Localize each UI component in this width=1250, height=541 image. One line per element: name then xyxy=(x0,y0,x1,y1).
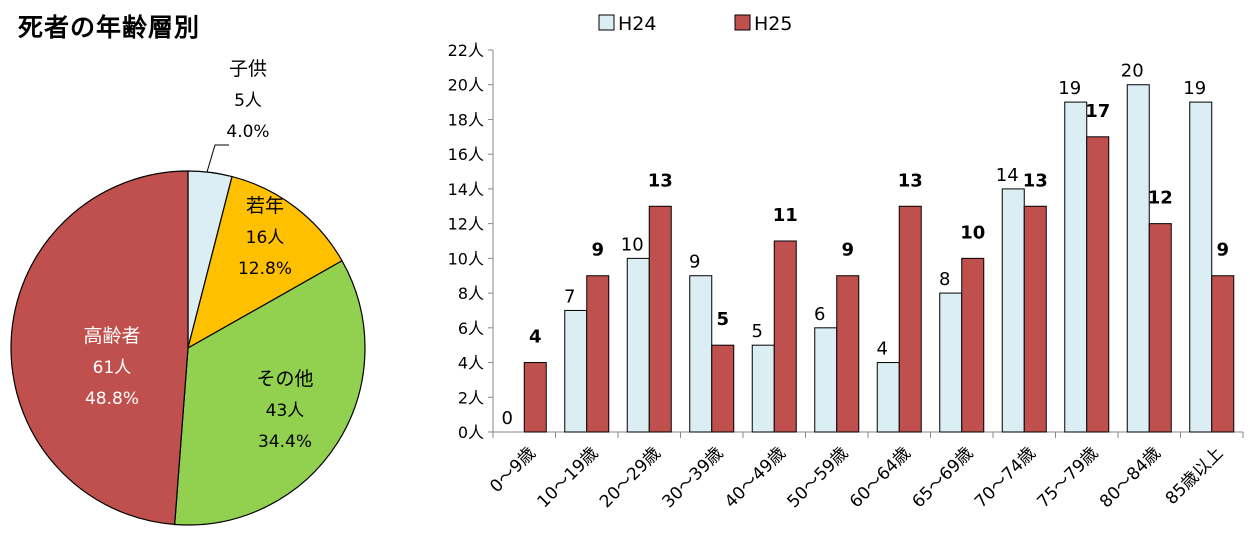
legend-swatch xyxy=(598,14,615,31)
data-label-h24: 7 xyxy=(564,286,575,307)
y-tick-label: 16人 xyxy=(448,145,484,164)
bar-chart: 0人2人4人6人8人10人12人14人16人18人20人22人040～9歳791… xyxy=(448,13,1244,512)
pie-chart: 子供 5人 4.0% 若年 16人 12.8% その他 43人 34.4% 高齢者 61人 48.8% xyxy=(10,58,366,526)
x-tick-label: 70～74歳 xyxy=(971,443,1040,512)
bar-h24 xyxy=(876,362,900,433)
data-label-h25: 17 xyxy=(1085,101,1110,122)
bar-h25 xyxy=(1086,136,1110,433)
bar-h25 xyxy=(586,275,610,433)
data-label-h24: 20 xyxy=(1121,61,1144,82)
legend-label: H25 xyxy=(754,13,792,35)
data-label-h24: 0 xyxy=(502,408,513,429)
data-label-h25: 5 xyxy=(716,309,729,330)
data-label-h24: 19 xyxy=(1183,78,1206,99)
pie-slice-label: 高齢者 xyxy=(83,325,140,347)
bar-h25 xyxy=(648,205,672,433)
y-tick-label: 10人 xyxy=(448,249,484,268)
x-tick-label: 30～39歳 xyxy=(659,443,728,512)
pie-slice-label: 子供 xyxy=(229,58,267,80)
data-label-h25: 9 xyxy=(1216,240,1229,261)
bar-h24 xyxy=(1189,101,1213,433)
pie-leader-line xyxy=(206,144,229,173)
y-tick-label: 4人 xyxy=(458,354,484,373)
data-label-h24: 9 xyxy=(689,252,700,273)
bar-h24 xyxy=(689,275,713,433)
data-label-h25: 13 xyxy=(1023,170,1048,191)
pie-slice-count: 43人 xyxy=(266,401,305,421)
pie-slice-percent: 12.8% xyxy=(238,259,292,279)
x-tick-label: 50～59歳 xyxy=(784,443,853,512)
legend-swatch xyxy=(734,14,751,31)
x-tick-label: 20～29歳 xyxy=(596,443,665,512)
data-label-h24: 4 xyxy=(877,339,888,360)
x-tick-label: 75～79歳 xyxy=(1034,443,1103,512)
bar-h24 xyxy=(751,344,775,433)
x-tick-label: 60～64歳 xyxy=(846,443,915,512)
bar-h24 xyxy=(939,292,963,433)
bar-h24 xyxy=(1001,188,1025,433)
pie-slice-count: 5人 xyxy=(234,91,262,111)
data-label-h24: 8 xyxy=(939,269,950,290)
y-tick-label: 18人 xyxy=(448,110,484,129)
data-label-h25: 9 xyxy=(591,240,604,261)
pie-slice-count: 16人 xyxy=(246,228,285,248)
y-tick-label: 22人 xyxy=(448,41,484,60)
data-label-h24: 5 xyxy=(752,321,763,342)
y-tick-label: 2人 xyxy=(458,388,484,407)
y-tick-label: 20人 xyxy=(448,76,484,95)
x-tick-label: 85歳以上 xyxy=(1162,443,1228,509)
x-tick-label: 10～19歳 xyxy=(534,443,603,512)
bar-h25 xyxy=(711,344,735,433)
pie-slice-percent: 48.8% xyxy=(85,389,139,409)
data-label-h25: 9 xyxy=(841,240,854,261)
bar-h25 xyxy=(1211,275,1235,433)
data-label-h24: 19 xyxy=(1058,78,1081,99)
bar-h25 xyxy=(523,362,547,433)
pie-slice-count: 61人 xyxy=(93,358,132,378)
y-tick-label: 14人 xyxy=(448,180,484,199)
bar-h25 xyxy=(1148,223,1172,433)
page-title: 死者の年齢層別 xyxy=(18,13,201,42)
data-label-h25: 4 xyxy=(529,327,542,348)
y-tick-label: 0人 xyxy=(458,423,484,442)
data-label-h25: 13 xyxy=(648,170,673,191)
data-label-h25: 12 xyxy=(1148,188,1173,209)
bar-h24 xyxy=(626,257,650,433)
data-label-h25: 10 xyxy=(960,222,985,243)
x-tick-label: 0～9歳 xyxy=(486,443,539,496)
data-label-h25: 13 xyxy=(898,170,923,191)
bar-h24 xyxy=(1126,84,1150,433)
bar-h25 xyxy=(773,240,797,433)
bar-h25 xyxy=(898,205,922,433)
bar-h25 xyxy=(961,257,985,433)
y-tick-label: 12人 xyxy=(448,215,484,234)
data-label-h24: 14 xyxy=(996,165,1019,186)
bar-h25 xyxy=(836,275,860,433)
pie-slice xyxy=(174,259,366,526)
legend-label: H24 xyxy=(618,13,656,35)
x-tick-label: 80～84歳 xyxy=(1096,443,1165,512)
data-label-h24: 6 xyxy=(814,304,825,325)
bar-h25 xyxy=(1023,205,1047,433)
bar-h24 xyxy=(1064,101,1088,433)
pie-slice-percent: 34.4% xyxy=(258,432,312,452)
data-label-h25: 11 xyxy=(773,205,798,226)
x-tick-label: 65～69歳 xyxy=(909,443,978,512)
pie-slice-label: 若年 xyxy=(246,195,284,217)
pie-slice-percent: 4.0% xyxy=(226,122,269,142)
pie-slice xyxy=(187,175,343,350)
y-tick-label: 8人 xyxy=(458,284,484,303)
x-tick-label: 40～49歳 xyxy=(721,443,790,512)
bar-h24 xyxy=(564,309,588,433)
pie-slice xyxy=(10,170,189,526)
data-label-h24: 10 xyxy=(621,234,644,255)
y-tick-label: 6人 xyxy=(458,319,484,338)
bar-h24 xyxy=(814,327,838,433)
pie-slice-label: その他 xyxy=(256,368,313,390)
